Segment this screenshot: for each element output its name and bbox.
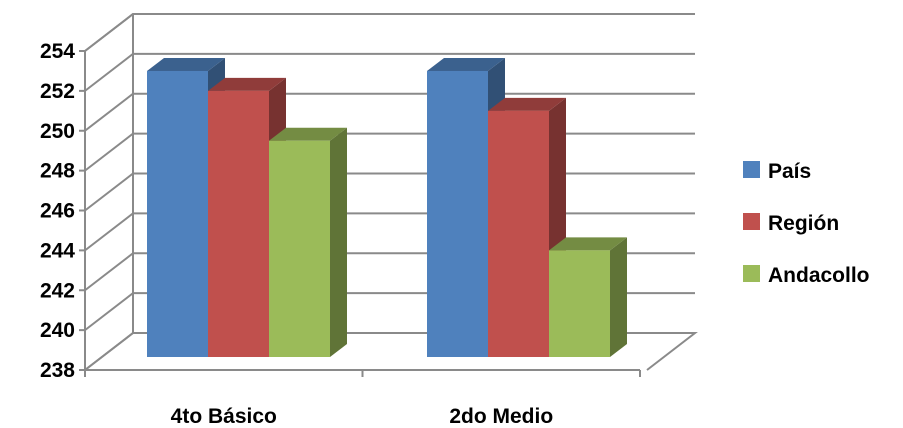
legend-swatch bbox=[743, 265, 760, 282]
legend-label: País bbox=[768, 160, 811, 183]
bar-andacollo-2 bbox=[549, 237, 627, 357]
legend-swatch bbox=[743, 161, 760, 178]
bar-front bbox=[427, 70, 488, 357]
legend-swatch bbox=[743, 213, 760, 230]
bars bbox=[147, 57, 627, 357]
y-tick-label: 242 bbox=[40, 279, 75, 302]
gridline bbox=[84, 92, 695, 132]
bar-regin-2 bbox=[488, 97, 566, 357]
y-tick-label: 254 bbox=[40, 40, 75, 63]
gridline bbox=[84, 52, 695, 92]
gridlines bbox=[84, 13, 695, 371]
y-tick-label: 248 bbox=[40, 160, 75, 183]
y-tick-label: 246 bbox=[40, 200, 75, 223]
legend-entry: Andacollo bbox=[743, 264, 870, 287]
bar-front bbox=[208, 90, 269, 357]
y-tick-label: 238 bbox=[40, 359, 75, 382]
bar-top bbox=[208, 77, 286, 91]
legend: País Región Andacollo bbox=[743, 160, 870, 287]
back-wall-top-edge bbox=[84, 13, 695, 52]
bar-side bbox=[330, 127, 347, 357]
y-tick-label: 244 bbox=[40, 239, 75, 262]
y-axis: 238 240 242 244 246 248 250 252 254 bbox=[40, 40, 86, 382]
legend-entry: Región bbox=[743, 212, 839, 235]
bar-side bbox=[610, 237, 627, 357]
bar-front bbox=[269, 140, 330, 357]
category-label: 4to Básico bbox=[171, 405, 277, 428]
legend-label: Andacollo bbox=[768, 264, 870, 287]
y-tick-label: 250 bbox=[40, 120, 75, 143]
bar-top bbox=[427, 57, 505, 71]
bar-top bbox=[269, 127, 347, 141]
y-tick-label: 252 bbox=[40, 80, 75, 103]
bar-front bbox=[147, 70, 208, 357]
legend-entry: País bbox=[743, 160, 811, 183]
x-axis: 4to Básico 2do Medio bbox=[84, 369, 641, 428]
bar-top bbox=[549, 237, 627, 251]
bar-front bbox=[488, 110, 549, 357]
bar-front bbox=[549, 250, 610, 357]
category-label: 2do Medio bbox=[449, 405, 553, 428]
bar-top bbox=[147, 57, 225, 71]
bar-top bbox=[488, 97, 566, 111]
gridline bbox=[84, 13, 695, 52]
y-tick-label: 240 bbox=[40, 319, 75, 342]
legend-label: Región bbox=[768, 212, 839, 235]
bar-andacollo-1 bbox=[269, 127, 347, 357]
